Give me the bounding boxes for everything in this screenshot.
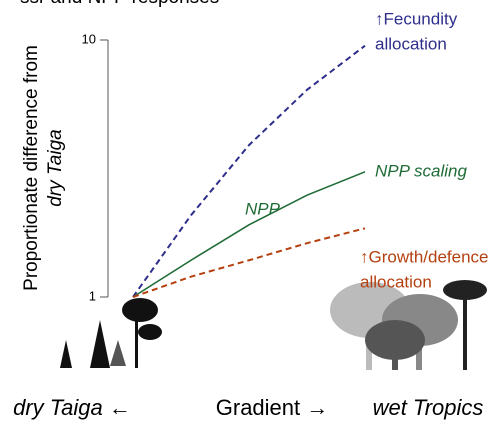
x-axis-label: wet Tropics: [373, 395, 484, 420]
y-axis-label: dry Taiga: [45, 129, 66, 206]
annotation: NPP: [245, 199, 281, 218]
x-axis-label: dry Taiga ←: [13, 395, 131, 420]
y-tick-label: 10: [82, 31, 96, 46]
annotation: NPP scaling: [375, 161, 468, 180]
x-axis-label: Gradient →: [216, 395, 329, 420]
chart-title: ssr and NPP responses: [20, 0, 219, 8]
annotation: ↑Growth/defence: [360, 247, 489, 266]
taiga-illustration: [60, 298, 162, 368]
y-axis-label: Proportionate difference from: [21, 45, 42, 291]
annotation: ↑Fecundity: [375, 9, 458, 28]
annotation: allocation: [360, 272, 432, 291]
series-line: [132, 227, 366, 298]
y-tick-label: 1: [89, 288, 96, 303]
series-line: [132, 44, 366, 298]
tropics-illustration: [330, 280, 487, 370]
series-line: [132, 171, 366, 298]
annotation: allocation: [375, 34, 447, 53]
